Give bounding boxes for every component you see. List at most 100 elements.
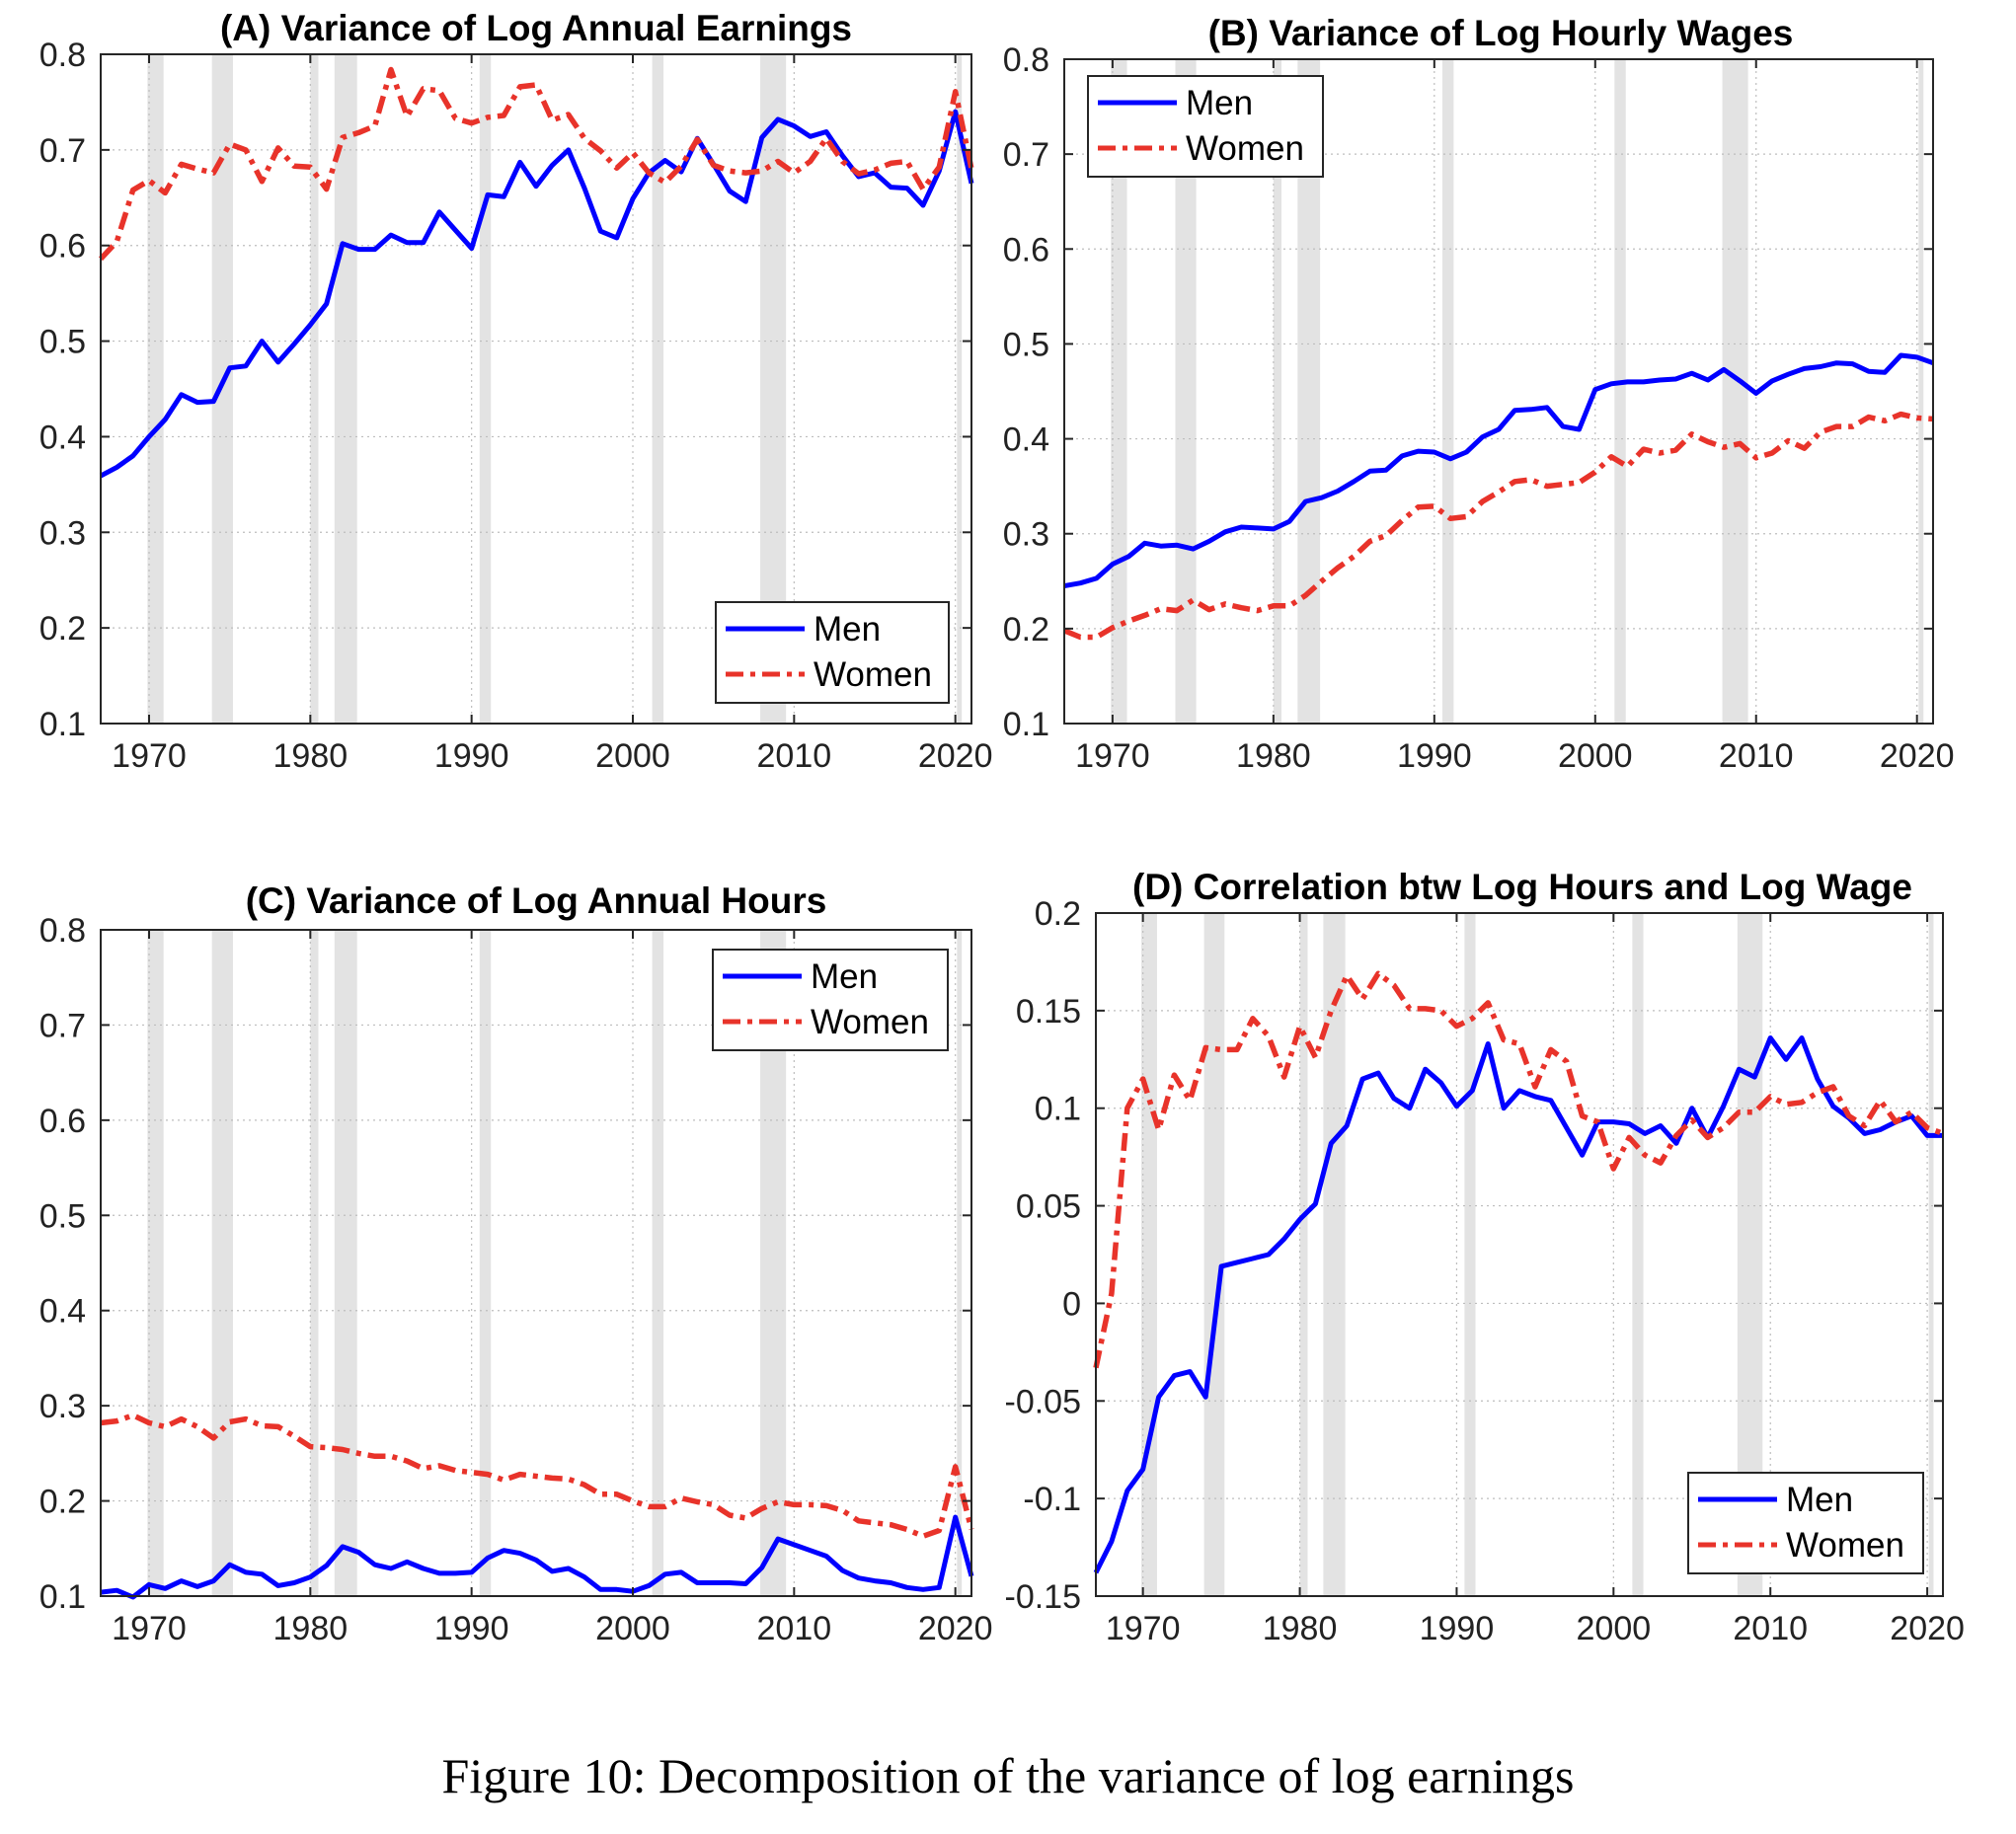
- y-tick-label: 0.8: [39, 912, 86, 950]
- series-line-women: [100, 1413, 974, 1540]
- y-tick-label: 0.4: [39, 419, 86, 456]
- x-tick-label: 2020: [918, 1610, 993, 1647]
- chart-title: (C) Variance of Log Annual Hours: [246, 880, 827, 921]
- x-tick-label: 1970: [1106, 1610, 1181, 1647]
- recession-band: [1175, 59, 1197, 724]
- x-tick-label: 1970: [1075, 737, 1150, 775]
- recession-band: [479, 930, 492, 1596]
- x-tick-label: 1990: [434, 737, 509, 775]
- recession-band: [147, 930, 164, 1596]
- y-tick-label: 0.05: [1016, 1188, 1081, 1226]
- y-tick-label: 0.1: [1035, 1091, 1081, 1128]
- recession-band: [147, 54, 164, 724]
- recession-band: [211, 54, 233, 724]
- recession-band: [652, 930, 664, 1596]
- legend: Men Women: [1687, 1472, 1924, 1574]
- y-tick-label: 0.3: [39, 514, 86, 552]
- legend-label-women: Women: [814, 655, 932, 694]
- recession-band: [334, 930, 357, 1596]
- recession-band: [1441, 59, 1454, 724]
- y-tick-label: 0.1: [39, 1578, 86, 1616]
- x-tick-label: 2000: [595, 1610, 670, 1647]
- series-line-women: [1093, 970, 1944, 1369]
- x-tick-label: 1980: [1263, 1610, 1338, 1647]
- x-tick-label: 1990: [434, 1610, 509, 1647]
- y-tick-label: 0.7: [1003, 136, 1049, 174]
- axes-frame: [1095, 912, 1944, 1597]
- x-tick-label: 1970: [112, 737, 187, 775]
- recession-band: [1632, 913, 1644, 1596]
- x-tick-label: 1980: [273, 1610, 349, 1647]
- x-tick-label: 1990: [1420, 1610, 1495, 1647]
- legend-label-men: Men: [1186, 84, 1253, 122]
- recession-band: [1273, 59, 1281, 724]
- recession-band: [1297, 59, 1321, 724]
- legend: Men Women: [712, 949, 949, 1051]
- y-tick-label: 0.2: [39, 610, 86, 648]
- chart-title: (D) Correlation btw Log Hours and Log Wa…: [1132, 867, 1912, 907]
- recession-band: [1323, 913, 1346, 1596]
- recession-band: [1722, 59, 1748, 724]
- x-tick-label: 1990: [1397, 737, 1472, 775]
- y-tick-label: 0.8: [39, 37, 86, 74]
- legend: Men Women: [715, 601, 950, 704]
- series-line-men: [100, 1514, 974, 1600]
- y-tick-label: -0.1: [1023, 1481, 1081, 1518]
- chart-panel-1: 1970 1980 1990 2000 2010 2020 0.1 0.2 0.3 0.4 0.5 0…: [39, 8, 993, 775]
- y-tick-label: 0.6: [1003, 231, 1049, 268]
- chart-panel-2: 1970 1980 1990 2000 2010 2020 0.1 0.2 0.3 0.4 0.5 0…: [1003, 13, 1955, 775]
- axes-frame: [100, 929, 972, 1597]
- y-tick-label: 0.3: [1003, 516, 1049, 554]
- legend-label-women: Women: [1186, 129, 1304, 168]
- y-tick-label: 0.3: [39, 1388, 86, 1425]
- x-tick-label: 2010: [1733, 1610, 1808, 1647]
- legend-label-men: Men: [1786, 1481, 1853, 1519]
- x-tick-label: 2000: [595, 737, 670, 775]
- recession-band: [1928, 913, 1934, 1596]
- x-tick-label: 2010: [757, 1610, 832, 1647]
- y-tick-label: -0.15: [1005, 1578, 1082, 1616]
- y-tick-label: 0.2: [1003, 611, 1049, 649]
- y-tick-label: 0.5: [39, 1197, 86, 1235]
- recession-band: [1464, 913, 1476, 1596]
- y-tick-label: 0: [1062, 1285, 1081, 1323]
- legend-label-men: Men: [814, 610, 881, 649]
- chart-title: (B) Variance of Log Hourly Wages: [1208, 13, 1794, 53]
- recession-band: [652, 54, 664, 724]
- y-tick-label: 0.6: [39, 1103, 86, 1140]
- chart-panel-3: 1970 1980 1990 2000 2010 2020 0.1 0.2 0.3 0.4 0.5 0…: [39, 880, 993, 1647]
- recession-band: [1918, 59, 1924, 724]
- x-tick-label: 1970: [112, 1610, 187, 1647]
- y-tick-label: 0.4: [39, 1293, 86, 1331]
- series-line-women: [1062, 411, 1934, 641]
- y-tick-label: 0.7: [39, 132, 86, 170]
- series-line-men: [1063, 352, 1934, 589]
- x-tick-label: 1980: [273, 737, 349, 775]
- y-tick-label: 0.1: [1003, 706, 1049, 743]
- y-tick-label: 0.2: [39, 1484, 86, 1521]
- legend-label-women: Women: [811, 1003, 929, 1041]
- recession-band: [211, 930, 233, 1596]
- series-line-men: [99, 109, 974, 479]
- x-tick-label: 2020: [918, 737, 993, 775]
- legend-box: [715, 601, 950, 704]
- x-tick-label: 2000: [1577, 1610, 1652, 1647]
- y-tick-label: 0.1: [39, 706, 86, 743]
- axes-frame: [100, 53, 972, 725]
- y-tick-label: 0.6: [39, 228, 86, 266]
- x-tick-label: 2010: [757, 737, 832, 775]
- recession-band: [334, 54, 357, 724]
- x-tick-label: 1980: [1236, 737, 1311, 775]
- recession-band: [479, 54, 492, 724]
- x-tick-label: 2020: [1890, 1610, 1965, 1647]
- recession-band: [310, 54, 319, 724]
- x-tick-label: 2000: [1558, 737, 1633, 775]
- y-tick-label: -0.05: [1005, 1383, 1082, 1420]
- x-tick-label: 2020: [1880, 737, 1955, 775]
- recession-band: [1299, 913, 1308, 1596]
- recession-band: [957, 54, 963, 724]
- legend-box: [1687, 1472, 1924, 1574]
- y-tick-label: 0.8: [1003, 41, 1049, 79]
- recession-band: [1203, 913, 1225, 1596]
